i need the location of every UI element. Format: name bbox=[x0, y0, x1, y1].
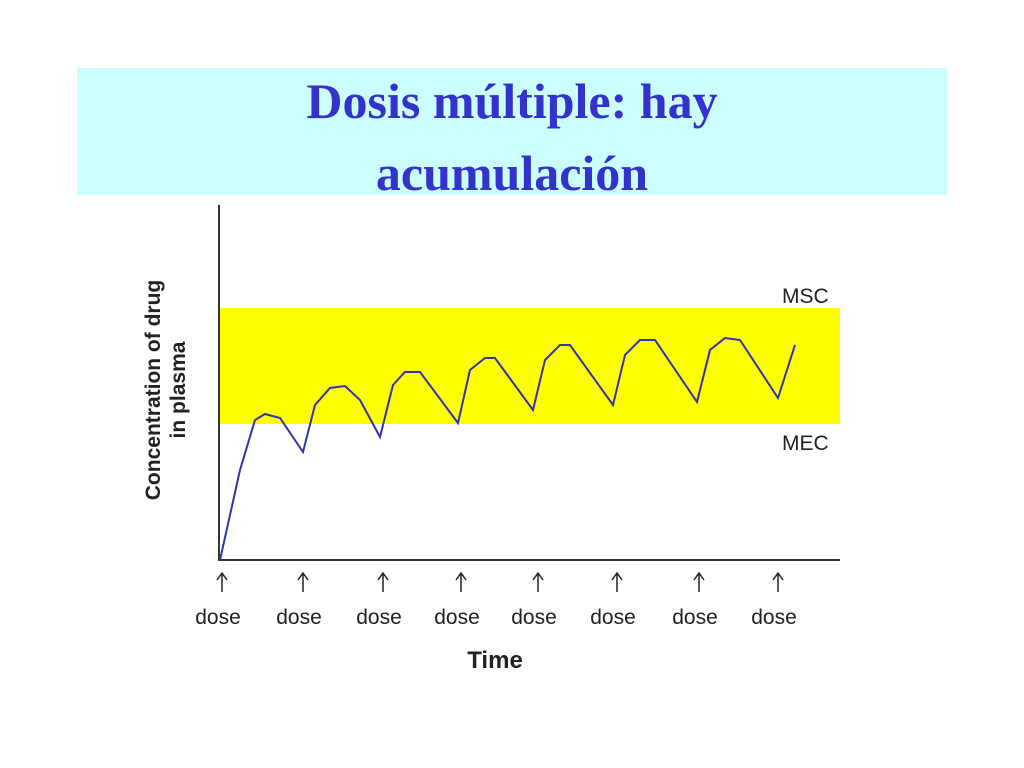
dose-label: dose bbox=[590, 606, 636, 629]
title-line: Dosis múltiple: hay bbox=[306, 73, 717, 129]
dose-markers: dose dose dose dose dose dose dose dose bbox=[195, 571, 797, 629]
band-label: MEC bbox=[782, 432, 829, 455]
dose-label: dose bbox=[672, 606, 718, 629]
dose-arrow bbox=[377, 571, 389, 592]
dose-arrow bbox=[611, 571, 623, 592]
dose-arrow bbox=[693, 571, 705, 592]
y-label-line: Concentration of drug bbox=[142, 280, 165, 500]
y-label-line: in plasma bbox=[167, 341, 190, 438]
title-box bbox=[77, 68, 947, 195]
y-label: Concentration of drug in plasma bbox=[142, 280, 190, 500]
dose-label: dose bbox=[195, 606, 241, 629]
dose-arrow bbox=[532, 571, 544, 592]
dose-label: dose bbox=[511, 606, 557, 629]
dose-label: dose bbox=[356, 606, 402, 629]
band-label: MSC bbox=[782, 285, 829, 308]
dose-arrow bbox=[772, 571, 784, 592]
dose-arrow bbox=[216, 571, 228, 592]
dose-label: dose bbox=[276, 606, 322, 629]
concentration-curve bbox=[219, 336, 796, 561]
dose-label: dose bbox=[434, 606, 480, 629]
dose-label: dose bbox=[751, 606, 797, 629]
dose-arrow bbox=[455, 571, 467, 592]
title-line: acumulación bbox=[376, 145, 648, 201]
dose-arrow bbox=[297, 571, 309, 592]
x-label: Time bbox=[467, 647, 523, 674]
